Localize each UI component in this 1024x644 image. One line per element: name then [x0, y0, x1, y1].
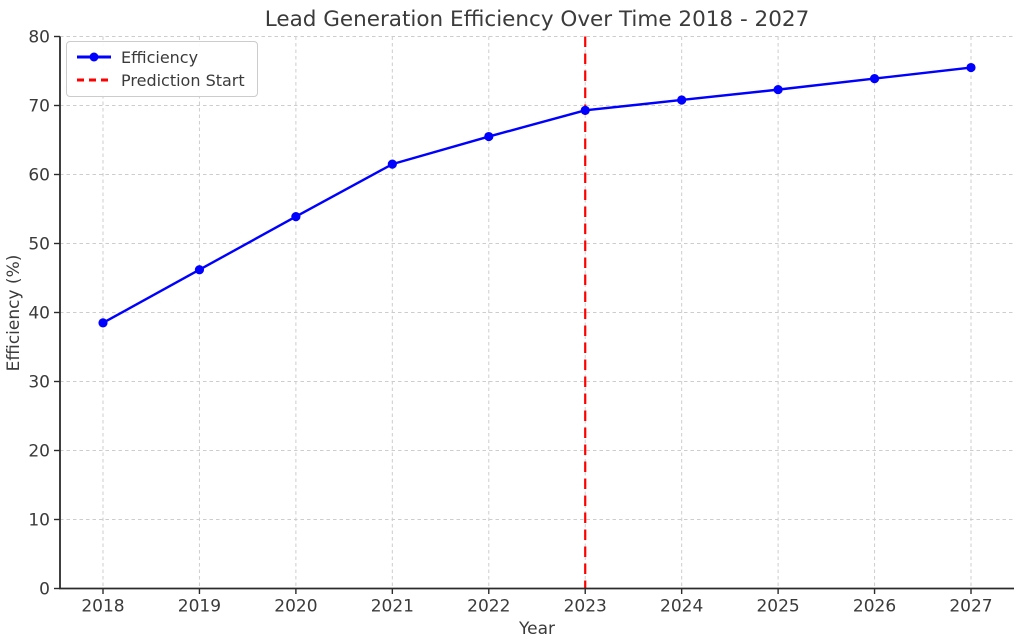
red-dashed-line-swatch	[77, 70, 111, 90]
data-point-2024	[677, 95, 687, 105]
blue-line-circle-marker-swatch	[77, 47, 111, 67]
y-tick-label: 30	[28, 373, 50, 393]
legend-item-efficiency: Efficiency	[77, 47, 245, 67]
x-tick-label: 2019	[178, 597, 221, 617]
x-tick-label: 2021	[371, 597, 414, 617]
y-tick-label: 40	[28, 304, 50, 324]
y-tick-label: 70	[28, 97, 50, 117]
y-tick-label: 50	[28, 235, 50, 255]
data-point-2026	[869, 73, 880, 84]
data-point-2021	[387, 159, 397, 169]
x-tick-label: 2027	[949, 597, 992, 617]
data-point-2022	[484, 131, 494, 142]
y-tick-label: 60	[28, 166, 50, 186]
legend: Efficiency Prediction Start	[66, 41, 258, 97]
data-point-2019	[194, 265, 205, 275]
data-point-2020	[291, 211, 301, 222]
y-axis-label: Efficiency (%)	[4, 254, 24, 372]
x-tick-label: 2023	[564, 597, 607, 617]
y-tick-label: 20	[28, 442, 50, 462]
data-point-2023	[580, 105, 590, 115]
y-tick-label: 0	[39, 580, 50, 600]
x-tick-label: 2022	[467, 597, 510, 617]
data-point-2018	[98, 318, 108, 328]
efficiency-line	[102, 66, 972, 324]
legend-label-prediction-start: Prediction Start	[121, 70, 245, 90]
x-tick-label: 2020	[274, 597, 317, 617]
y-tick-label: 10	[28, 511, 50, 531]
x-tick-label: 2026	[853, 597, 896, 617]
chart-title: Lead Generation Efficiency Over Time 201…	[264, 7, 810, 32]
legend-label-efficiency: Efficiency	[121, 47, 199, 67]
data-point-2027	[966, 62, 976, 73]
x-tick-label: 2025	[756, 597, 799, 617]
y-tick-label: 80	[28, 28, 50, 48]
x-tick-label: 2018	[81, 597, 124, 617]
data-point-2025	[773, 85, 783, 95]
x-axis-label: Year	[519, 619, 555, 639]
legend-item-prediction-start: Prediction Start	[77, 70, 245, 90]
x-tick-label: 2024	[660, 597, 703, 617]
